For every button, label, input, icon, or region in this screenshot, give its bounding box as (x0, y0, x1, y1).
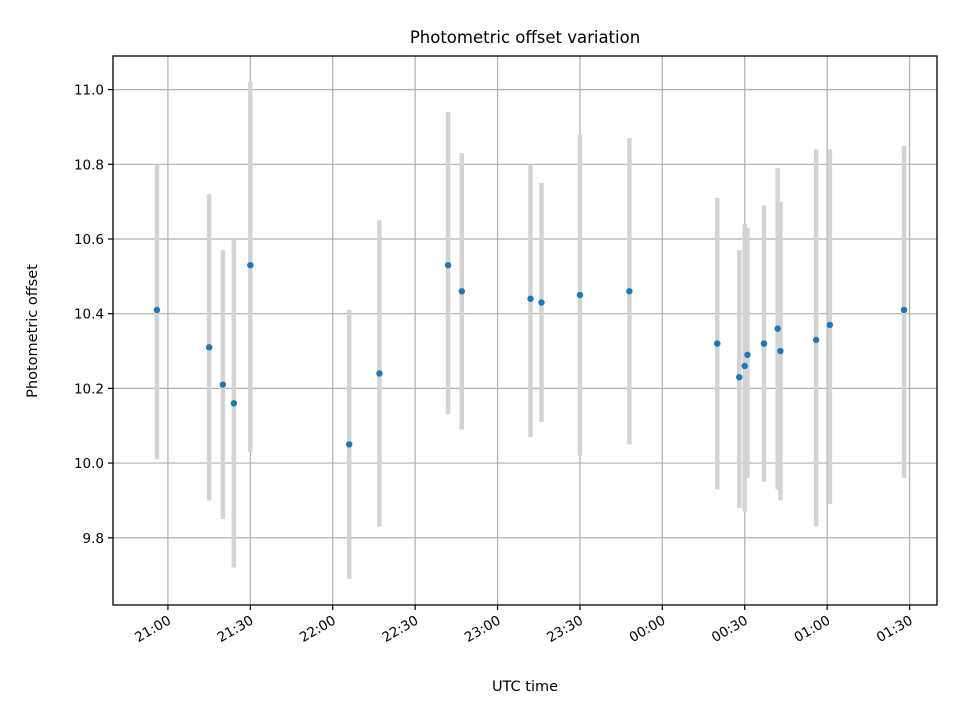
data-point (744, 351, 751, 358)
data-point (527, 295, 534, 302)
data-point-layer (153, 261, 908, 448)
data-point (812, 336, 820, 344)
data-point (444, 261, 452, 269)
x-axis-label: UTC time (492, 679, 558, 695)
data-point (219, 381, 227, 388)
data-point (626, 288, 633, 295)
y-tick-label: 9.8 (83, 531, 104, 547)
y-tick-label: 10.6 (74, 232, 104, 248)
data-point (376, 370, 383, 377)
data-point (777, 347, 784, 355)
y-axis-label: Photometric offset (25, 264, 41, 398)
plot-area (112, 55, 938, 606)
data-point (826, 321, 834, 329)
data-point (576, 291, 584, 299)
data-point (714, 340, 721, 347)
y-tick-label: 10.4 (74, 307, 104, 323)
data-point (153, 306, 161, 314)
y-tick-label: 11.0 (74, 83, 104, 99)
y-tick-label: 10.0 (74, 456, 104, 472)
data-point (538, 299, 545, 306)
chart-title: Photometric offset variation (410, 28, 640, 47)
data-point (205, 344, 213, 351)
plot-frame (112, 55, 938, 606)
y-tick-label: 10.8 (74, 157, 104, 173)
data-point (760, 340, 768, 347)
data-point (458, 288, 466, 295)
data-point (741, 362, 748, 370)
data-point (247, 261, 254, 269)
y-axis: 9.8 10.0 10.2 10.4 10.6 10.8 11.0 (74, 83, 113, 547)
data-point (774, 325, 781, 332)
y-tick-label: 10.2 (74, 381, 104, 397)
data-point (346, 441, 353, 448)
data-point (230, 400, 238, 407)
data-point (736, 373, 743, 381)
data-point (900, 306, 908, 314)
